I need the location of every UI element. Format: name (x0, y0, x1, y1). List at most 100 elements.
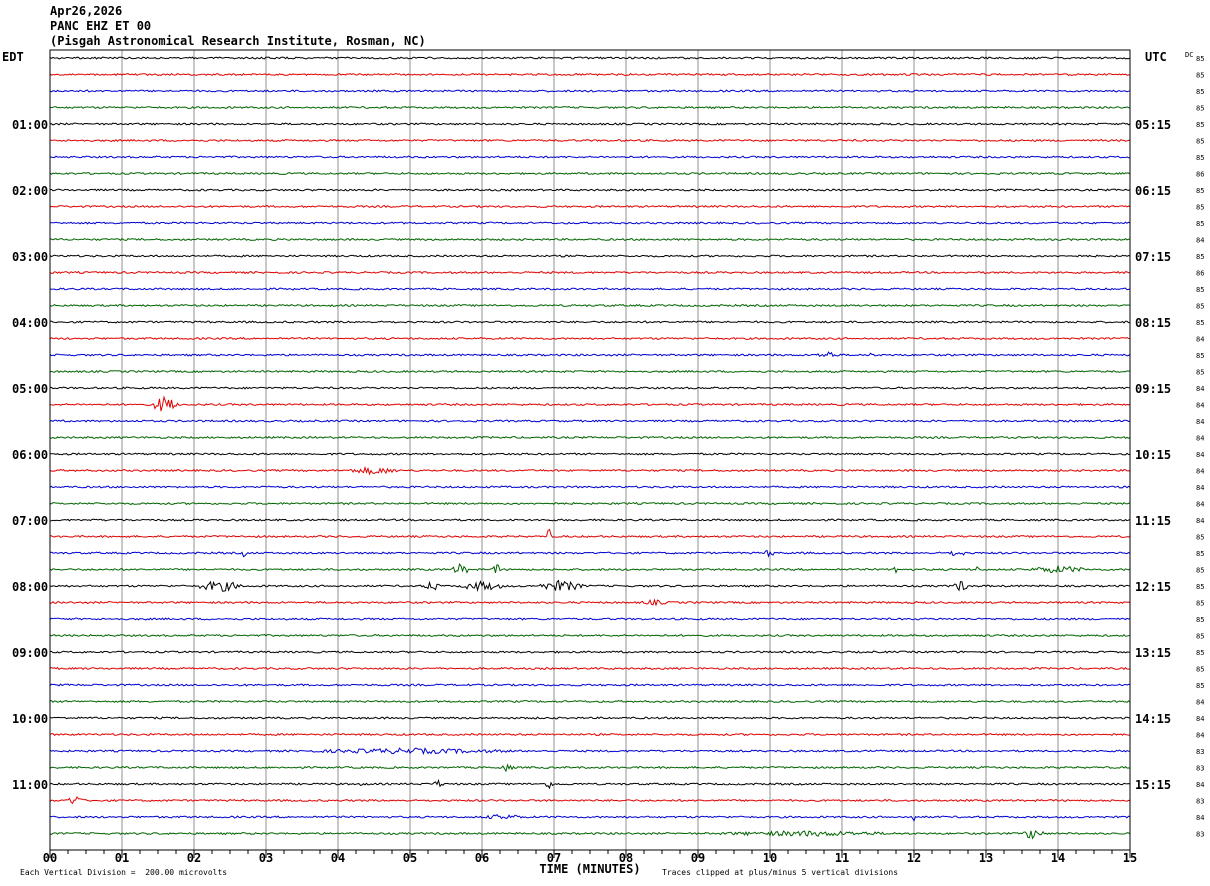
x-tick-label: 07 (547, 851, 561, 865)
dc-offset-label: 83 (1196, 748, 1204, 756)
dc-offset-label: 84 (1196, 715, 1204, 723)
header-site: (Pisgah Astronomical Research Institute,… (50, 34, 426, 48)
trace-line (49, 763, 1131, 773)
trace-line (49, 221, 1131, 225)
utc-hour-label: 12:15 (1135, 580, 1171, 594)
trace-line (49, 122, 1131, 126)
trace-line (49, 829, 1131, 840)
edt-hour-label: 08:00 (12, 580, 48, 594)
dc-offset-label: 85 (1196, 253, 1204, 261)
edt-hour-label: 02:00 (12, 184, 48, 198)
trace-line (49, 105, 1131, 110)
plot-frame (49, 49, 1131, 851)
dc-offset-label: 84 (1196, 336, 1204, 344)
trace-line (49, 598, 1131, 607)
utc-hour-label: 11:15 (1135, 514, 1171, 528)
dc-offset-label: 85 (1196, 616, 1204, 624)
edt-hour-label: 09:00 (12, 646, 48, 660)
x-tick-label: 01 (115, 851, 129, 865)
dc-offset-label: 83 (1196, 765, 1204, 773)
dc-header-label: DC (1185, 51, 1193, 59)
edt-hour-label: 06:00 (12, 448, 48, 462)
dc-offset-label: 85 (1196, 55, 1204, 63)
dc-offset-label: 84 (1196, 418, 1204, 426)
trace-line (49, 699, 1131, 704)
scale-note: Each Vertical Division = 200.00 microvol… (20, 868, 227, 877)
trace-line (49, 287, 1131, 291)
trace-line (49, 579, 1131, 593)
x-tick-label: 04 (331, 851, 345, 865)
edt-hour-label: 03:00 (12, 250, 48, 264)
dc-offset-label: 85 (1196, 666, 1204, 674)
trace-line (49, 528, 1131, 539)
trace-line (49, 369, 1131, 374)
trace-group (49, 56, 1131, 840)
trace-line (49, 56, 1131, 60)
trace-line (49, 796, 1131, 805)
trace-line (49, 485, 1131, 489)
dc-offset-label: 85 (1196, 567, 1204, 575)
dc-offset-label: 85 (1196, 550, 1204, 558)
utc-hour-label: 13:15 (1135, 646, 1171, 660)
trace-line (49, 501, 1131, 506)
trace-line (49, 155, 1131, 159)
dc-offset-label: 84 (1196, 732, 1204, 740)
dc-offset-label: 85 (1196, 534, 1204, 542)
vertical-gridlines (121, 50, 1059, 850)
x-tick-label: 14 (1051, 851, 1065, 865)
trace-line (49, 814, 1131, 822)
dc-offset-label: 84 (1196, 385, 1204, 393)
dc-offset-label: 84 (1196, 699, 1204, 707)
dc-offset-label: 85 (1196, 220, 1204, 228)
x-tick-label: 10 (763, 851, 777, 865)
trace-line (49, 188, 1131, 192)
trace-line (49, 465, 1131, 476)
edt-hour-label: 01:00 (12, 118, 48, 132)
trace-line (49, 666, 1131, 671)
dc-offset-label: 85 (1196, 369, 1204, 377)
x-tick-label: 11 (835, 851, 849, 865)
dc-offset-label: 84 (1196, 451, 1204, 459)
x-axis: 00 01 02 03 04 05 06 07 08 09 10 11 12 13 14 15 (43, 850, 1137, 865)
trace-line (49, 254, 1131, 258)
utc-hour-label: 07:15 (1135, 250, 1171, 264)
dc-offset-label: 85 (1196, 649, 1204, 657)
trace-line (49, 549, 1131, 558)
trace-line (49, 452, 1131, 456)
dc-offset-label: 85 (1196, 204, 1204, 212)
x-tick-label: 05 (403, 851, 417, 865)
x-tick-label: 15 (1123, 851, 1137, 865)
trace-line (49, 171, 1131, 176)
trace-line (49, 633, 1131, 638)
dc-offset-label: 85 (1196, 286, 1204, 294)
dc-offset-label: 85 (1196, 154, 1204, 162)
utc-hour-label: 08:15 (1135, 316, 1171, 330)
dc-offset-label: 83 (1196, 831, 1204, 839)
utc-hour-label: 14:15 (1135, 712, 1171, 726)
dc-offset-label: 85 (1196, 121, 1204, 129)
dc-offset-label: 85 (1196, 72, 1204, 80)
dc-offset-label: 86 (1196, 270, 1204, 278)
trace-line (49, 435, 1131, 440)
utc-hour-label: 05:15 (1135, 118, 1171, 132)
right-timezone-label: UTC (1145, 50, 1167, 64)
trace-line (49, 237, 1131, 242)
dc-offset-label: 86 (1196, 171, 1204, 179)
dc-offset-label: 85 (1196, 682, 1204, 690)
dc-offset-label: 85 (1196, 187, 1204, 195)
utc-hour-label: 10:15 (1135, 448, 1171, 462)
trace-line (49, 716, 1131, 720)
x-tick-label: 06 (475, 851, 489, 865)
dc-offset-label: 84 (1196, 237, 1204, 245)
trace-line (49, 778, 1131, 790)
dc-offset-label: 85 (1196, 138, 1204, 146)
trace-line (49, 72, 1131, 77)
x-tick-label: 08 (619, 851, 633, 865)
x-tick-label: 13 (979, 851, 993, 865)
dc-offset-label: 84 (1196, 402, 1204, 410)
edt-hour-labels: 01:00 02:00 03:00 04:00 05:00 06:00 07:00 08:00… (12, 118, 48, 792)
trace-line (49, 617, 1131, 621)
utc-hour-label: 15:15 (1135, 778, 1171, 792)
trace-line (49, 562, 1131, 574)
